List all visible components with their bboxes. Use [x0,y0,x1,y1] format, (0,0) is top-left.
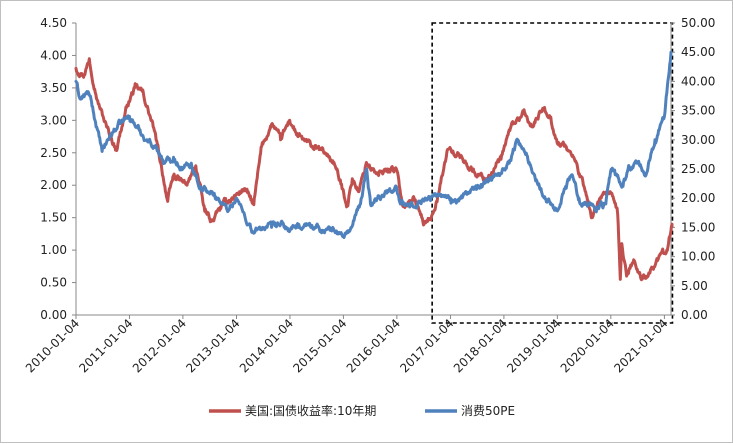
y-left-tick-label: 3.50 [40,81,67,95]
y-left-tick-label: 4.50 [40,16,67,30]
legend-label: 美国:国债收益率:10年期 [245,403,376,418]
x-tick-label: 2021-01-04 [611,316,670,375]
series-line-us-10y-yield [74,57,674,282]
y-right-tick-label: 25.00 [681,162,715,176]
x-tick-label: 2010-01-04 [23,316,82,375]
y-axis-left-ticks: 0.00 0.50 1.00 1.50 2.00 2.50 3.00 3.50 4.00 4.50 [40,16,76,322]
y-axis-right-ticks: 0.00 5.00 10.00 15.00 20.00 25.00 30.00 35.00 40… [671,16,715,322]
x-tick-label: 2017-01-04 [397,316,456,375]
y-right-tick-label: 5.00 [681,279,708,293]
y-left-tick-label: 0.50 [40,276,67,290]
y-left-tick-label: 2.50 [40,146,67,160]
x-tick-label: 2019-01-04 [504,316,563,375]
y-left-tick-label: 2.00 [40,178,67,192]
x-tick-label: 2014-01-04 [237,316,296,375]
y-right-tick-label: 50.00 [681,16,715,30]
y-left-tick-label: 3.00 [40,113,67,127]
x-tick-label: 2016-01-04 [344,316,403,375]
y-right-tick-label: 20.00 [681,191,715,205]
legend: 美国:国债收益率:10年期 消费50PE [209,403,515,418]
x-tick-label: 2018-01-04 [451,316,510,375]
y-right-tick-label: 45.00 [681,45,715,59]
legend-label: 消费50PE [461,404,515,418]
y-right-tick-label: 10.00 [681,250,715,264]
y-left-tick-label: 1.50 [40,211,67,225]
y-left-tick-label: 4.00 [40,48,67,62]
y-left-tick-label: 0.00 [40,308,67,322]
y-right-tick-label: 30.00 [681,133,715,147]
series-lines [74,50,674,282]
x-tick-label: 2020-01-04 [558,316,617,375]
y-right-tick-label: 15.00 [681,220,715,234]
x-axis-ticks: 2010-01-042011-01-042012-01-042013-01-04… [23,315,671,375]
y-right-tick-label: 40.00 [681,74,715,88]
highlight-box [431,22,674,324]
y-left-tick-label: 1.00 [40,243,67,257]
highlight-region [431,22,674,324]
x-tick-label: 2012-01-04 [130,316,189,375]
series-line-consumer50-pe [74,50,673,239]
x-tick-label: 2013-01-04 [183,316,242,375]
y-right-tick-label: 0.00 [681,308,708,322]
y-right-tick-label: 35.00 [681,104,715,118]
x-tick-label: 2015-01-04 [290,316,349,375]
x-tick-label: 2011-01-04 [76,316,135,375]
